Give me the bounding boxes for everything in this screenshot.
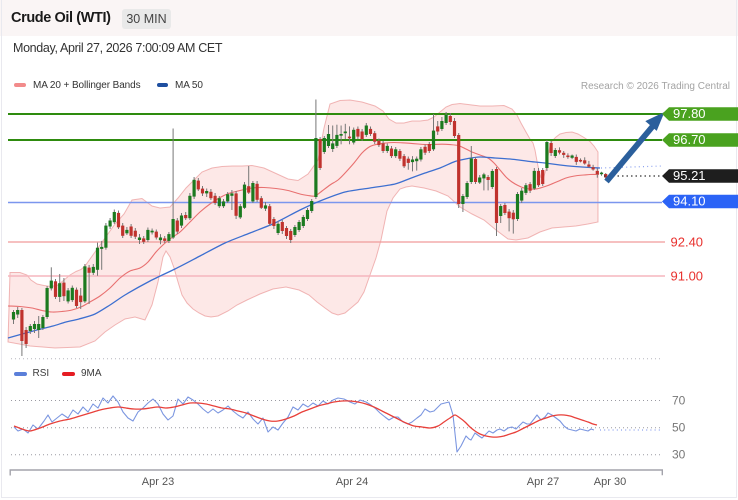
svg-text:92.40: 92.40 [671,235,704,250]
svg-text:50: 50 [672,421,686,435]
svg-text:94.10: 94.10 [673,194,706,209]
svg-text:97.80: 97.80 [673,106,706,121]
svg-text:70: 70 [672,394,686,408]
svg-text:91.00: 91.00 [671,269,704,284]
svg-text:96.70: 96.70 [673,132,706,147]
svg-text:30: 30 [672,448,686,462]
svg-text:95.21: 95.21 [673,168,706,183]
